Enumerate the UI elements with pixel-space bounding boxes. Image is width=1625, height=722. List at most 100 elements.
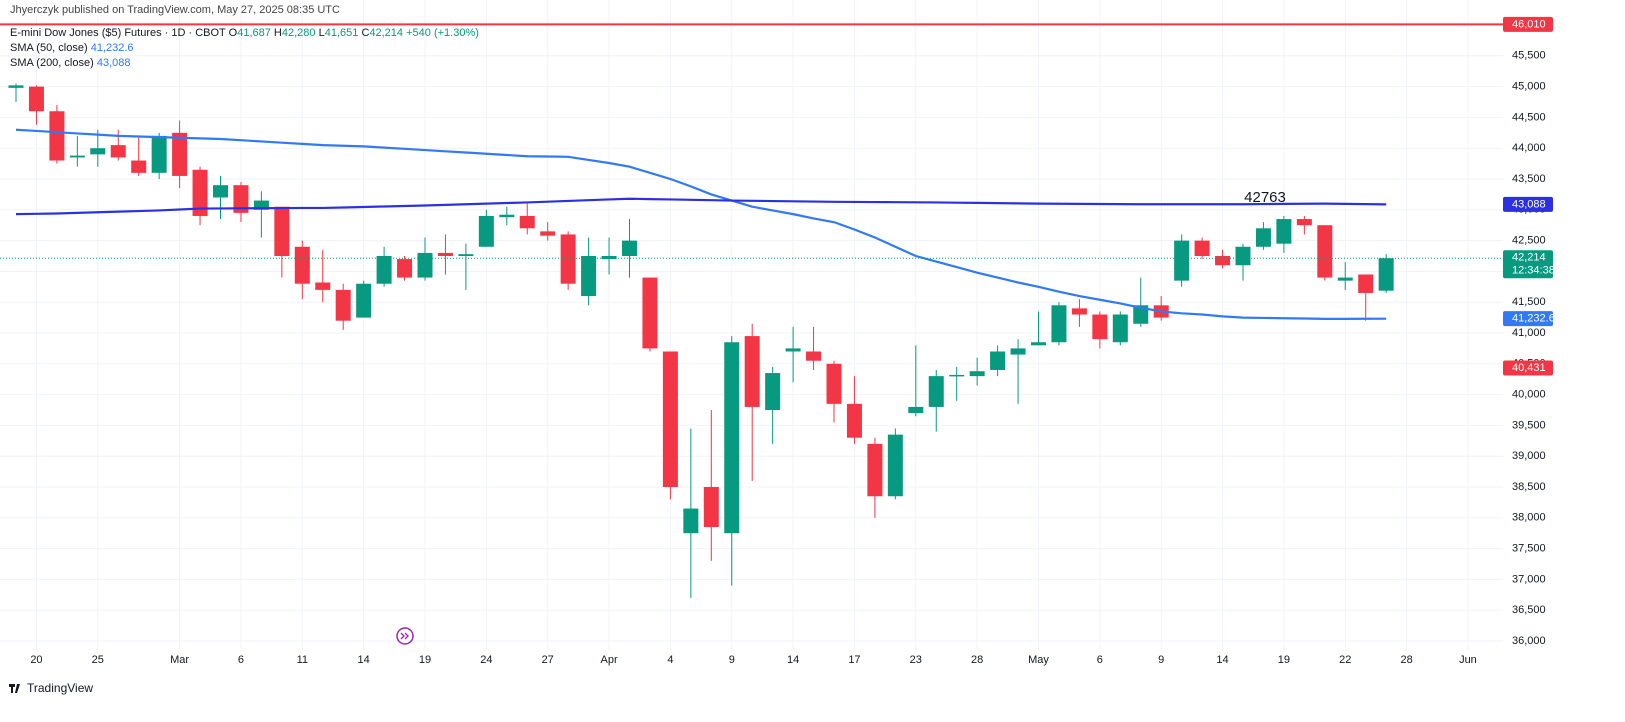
candle-body xyxy=(356,283,372,318)
candle-body xyxy=(192,169,208,216)
indicator-value: 41,232.6 xyxy=(90,42,134,54)
price-tag-label: 46,010 xyxy=(1512,18,1546,30)
x-tick-label: 28 xyxy=(1400,654,1412,666)
candle-body xyxy=(928,376,944,407)
candle-body xyxy=(1071,308,1087,315)
x-tick-label: 9 xyxy=(1158,654,1164,666)
y-tick-label: 39,500 xyxy=(1512,419,1546,431)
x-tick-label: May xyxy=(1028,654,1049,666)
x-tick-label: 11 xyxy=(297,654,308,666)
x-tick-label: 24 xyxy=(480,654,492,666)
candle-body xyxy=(642,277,658,349)
candle-body xyxy=(519,215,535,229)
indicator-name: SMA (50, close) xyxy=(10,42,88,54)
y-tick-label: 44,000 xyxy=(1512,142,1546,154)
x-tick-label: 23 xyxy=(910,654,922,666)
x-tick-label: Jun xyxy=(1459,654,1477,666)
y-tick-label: 38,000 xyxy=(1512,512,1546,524)
indicator: SMA (200, close) 43,088 xyxy=(10,57,130,69)
candle-body xyxy=(478,215,494,247)
candle-body xyxy=(1296,219,1312,226)
x-tick-label: 28 xyxy=(971,654,983,666)
candle-body xyxy=(213,185,228,198)
candle-body xyxy=(1031,342,1046,346)
y-tick-label: 41,500 xyxy=(1512,296,1546,308)
candle-body xyxy=(1051,305,1067,343)
x-tick-label: 19 xyxy=(1278,654,1290,666)
candle-body xyxy=(724,342,740,534)
y-tick-label: 40,000 xyxy=(1512,389,1546,401)
y-tick-label: 45,500 xyxy=(1512,50,1546,62)
y-tick-label: 36,500 xyxy=(1512,604,1546,616)
candle-body xyxy=(335,289,351,321)
candle-body xyxy=(683,508,699,534)
symbol-line: E-mini Dow Jones ($5) Futures · 1D · CBO… xyxy=(10,27,479,39)
price-tag xyxy=(1503,196,1553,212)
sma-line xyxy=(15,197,1387,216)
candle-body xyxy=(69,155,85,158)
ohlc-value: 42,214 xyxy=(369,27,404,39)
candle-body xyxy=(560,234,576,284)
price-tag-label: 43,088 xyxy=(1512,198,1546,210)
candle-body xyxy=(397,259,413,278)
replay-icon[interactable] xyxy=(396,627,414,645)
candle-body xyxy=(376,256,392,284)
candle-body xyxy=(417,252,433,278)
price-tag xyxy=(1503,360,1553,376)
candle-body xyxy=(1378,258,1394,291)
y-tick-label: 44,500 xyxy=(1512,111,1546,123)
candle-body xyxy=(8,85,24,88)
candle-body xyxy=(1337,277,1353,281)
candle-body xyxy=(622,240,637,257)
x-tick-label: 25 xyxy=(92,654,104,666)
candle-body xyxy=(1194,240,1210,257)
change: +540 (+1.30%) xyxy=(406,27,479,39)
candle-body xyxy=(1174,240,1190,281)
candle-body xyxy=(887,434,903,497)
candle-body xyxy=(990,351,1006,370)
candle-body xyxy=(315,282,331,290)
candle-body xyxy=(274,206,290,257)
candle-body xyxy=(458,254,474,257)
y-tick-label: 37,500 xyxy=(1512,543,1546,555)
candle-body xyxy=(437,252,453,257)
candle-body xyxy=(785,348,801,352)
indicator: SMA (50, close) 41,232.6 xyxy=(10,42,134,54)
annotation: 42763 xyxy=(1244,189,1286,206)
candle-body xyxy=(1255,228,1271,247)
x-tick-label: 14 xyxy=(358,654,370,666)
x-tick-label: 19 xyxy=(419,654,431,666)
price-tag xyxy=(1503,250,1553,279)
candle-body xyxy=(1215,256,1231,266)
y-tick-label: 39,000 xyxy=(1512,450,1546,462)
indicator-name: SMA (200, close) xyxy=(10,57,94,69)
y-tick-label: 36,000 xyxy=(1512,635,1546,647)
candle-body xyxy=(172,132,188,176)
candle-body xyxy=(969,371,985,377)
x-tick-label: Mar xyxy=(170,654,189,666)
y-tick-label: 38,500 xyxy=(1512,481,1546,493)
candle-body xyxy=(601,256,617,260)
x-tick-label: 6 xyxy=(1097,654,1103,666)
candle-body xyxy=(949,374,965,377)
x-tick-label: 17 xyxy=(848,654,860,666)
candle-body xyxy=(908,406,924,414)
ohlc: O41,687 H42,280 L41,651 C42,214 xyxy=(229,27,406,39)
candle-body xyxy=(294,246,310,284)
candle-body xyxy=(581,256,597,297)
candle-body xyxy=(499,214,515,218)
x-tick-label: 9 xyxy=(729,654,735,666)
candle-body xyxy=(1133,305,1149,324)
ohlc-value: 41,651 xyxy=(324,27,359,39)
candle-body xyxy=(846,403,862,438)
candle-body xyxy=(662,351,678,488)
x-tick-label: 22 xyxy=(1339,654,1351,666)
x-tick-label: 27 xyxy=(542,654,554,666)
price-tag-label: 41,232.6 xyxy=(1512,313,1555,325)
indicator-value: 43,088 xyxy=(96,57,131,69)
y-tick-label: 42,500 xyxy=(1512,235,1546,247)
logo xyxy=(9,684,20,693)
